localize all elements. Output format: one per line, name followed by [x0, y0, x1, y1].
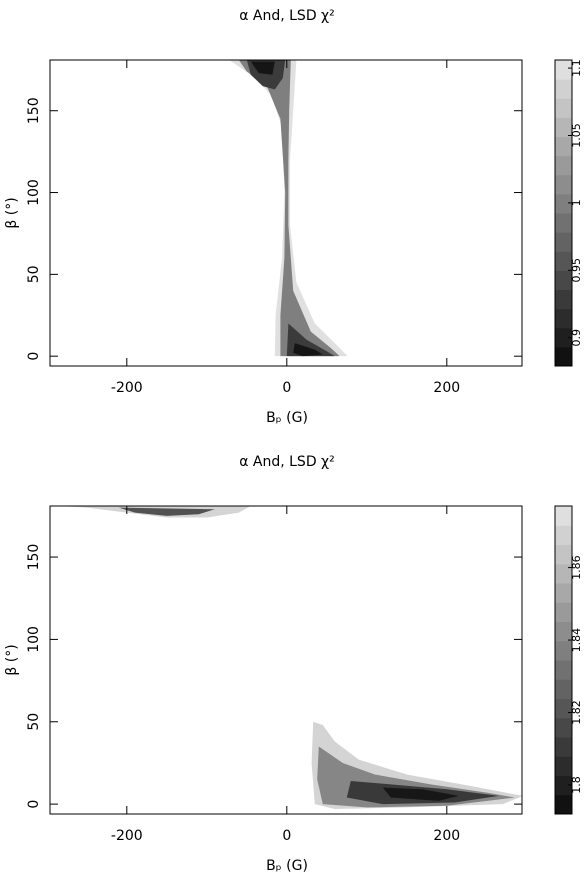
colorbar-tick-label: 1.1: [570, 59, 583, 77]
colorbar-frame: [554, 59, 573, 367]
chart-title: α And, LSD χ²: [239, 454, 335, 470]
contour-region: [250, 61, 275, 75]
colorbar-step: [555, 251, 572, 271]
colorbar-step: [555, 232, 572, 252]
colorbar-step: [555, 621, 572, 642]
colorbar-step: [555, 193, 572, 214]
chart-title: α And, LSD χ²: [239, 8, 335, 24]
x-tick-label: -200: [111, 828, 143, 844]
plot-area: [229, 60, 348, 357]
colorbar-frame: [554, 505, 573, 815]
colorbar-step: [555, 136, 572, 157]
colorbar-tick-label: 0.9: [570, 329, 583, 347]
colorbar-step: [555, 794, 572, 815]
colorbar-step: [555, 213, 572, 233]
y-tick-label: 100: [26, 626, 42, 653]
x-tick-label: 0: [282, 380, 291, 396]
y-axis-label: β (°): [4, 644, 20, 675]
colorbar-step: [555, 737, 572, 757]
plot-frame: [49, 505, 523, 815]
colorbar-step: [555, 327, 572, 348]
colorbar-step: [555, 698, 572, 719]
colorbar-step: [555, 289, 572, 310]
colorbar-step: [555, 174, 572, 195]
colorbar-step: [555, 308, 572, 329]
colorbar-tick-label: 1: [570, 199, 583, 206]
plot-frame: [49, 59, 523, 367]
colorbar-step: [555, 117, 572, 137]
contour-region: [293, 343, 323, 357]
y-tick-label: 0: [26, 352, 42, 361]
y-axis-label: β (°): [4, 197, 20, 228]
colorbar-tick-label: 1.82: [570, 700, 583, 725]
y-tick-label: 50: [26, 713, 42, 731]
x-tick-label: 200: [433, 828, 460, 844]
x-tick-label: 0: [282, 828, 291, 844]
colorbar-step: [555, 506, 572, 526]
colorbar-step: [555, 79, 572, 99]
colorbar-tick-label: 1.84: [570, 628, 583, 653]
x-axis-label: Bₚ (G): [266, 410, 308, 426]
colorbar-step: [555, 60, 572, 80]
colorbar-step: [555, 525, 572, 545]
colorbar-step: [555, 640, 572, 661]
y-tick-label: 0: [26, 800, 42, 809]
colorbar-step: [555, 660, 572, 680]
colorbar-step: [555, 544, 572, 565]
contour-region: [238, 60, 340, 357]
colorbar-step: [555, 602, 572, 622]
y-tick-label: 50: [26, 265, 42, 283]
y-tick-label: 100: [26, 179, 42, 206]
colorbar-step: [555, 775, 572, 796]
colorbar-step: [555, 270, 572, 290]
colorbar-step: [555, 563, 572, 584]
x-axis-label: Bₚ (G): [266, 858, 308, 874]
colorbar-step: [555, 583, 572, 603]
x-tick-label: -200: [111, 380, 143, 396]
y-tick-label: 150: [26, 544, 42, 571]
colorbar-step: [555, 98, 572, 118]
y-tick-label: 150: [26, 97, 42, 124]
colorbar-step: [555, 346, 572, 367]
colorbar-tick-label: 1.86: [570, 555, 583, 580]
colorbar-step: [555, 717, 572, 738]
plot-area: [58, 506, 522, 810]
colorbar-tick-label: 1.8: [570, 776, 583, 794]
x-tick-label: 200: [433, 380, 460, 396]
colorbar-tick-label: 1.05: [570, 123, 583, 148]
colorbar-step: [555, 679, 572, 699]
colorbar-step: [555, 756, 572, 776]
colorbar-step: [555, 155, 572, 176]
contour-region: [382, 787, 459, 801]
colorbar-tick-label: 0.95: [570, 258, 583, 283]
contour-region: [118, 507, 215, 516]
